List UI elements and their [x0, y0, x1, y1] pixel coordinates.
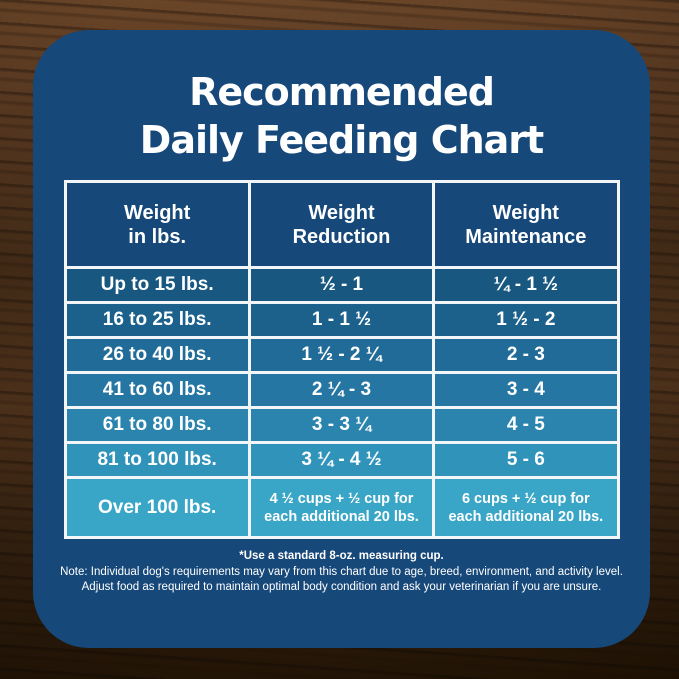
- table-row: 16 to 25 lbs. 1 - 1 ½ 1 ½ - 2: [63, 301, 620, 339]
- chart-title: Recommended Daily Feeding Chart: [33, 68, 650, 164]
- weight-reduction-cell: 3 - 3 ¼: [247, 406, 436, 444]
- column-header-reduction-line1: Weight: [308, 201, 375, 224]
- maintenance-line2: each additional 20 lbs.: [448, 508, 604, 525]
- weight-reduction-cell: 1 - 1 ½: [247, 301, 436, 339]
- reduction-line2: each additional 20 lbs.: [264, 508, 419, 525]
- feeding-table: Weight in lbs. Weight Reduction Weight M…: [63, 180, 620, 539]
- column-header-weight-line1: Weight: [124, 201, 191, 224]
- weight-reduction-cell: 1 ½ - 2 ¼: [247, 336, 436, 374]
- column-header-reduction-line2: Reduction: [292, 225, 391, 248]
- weight-maintenance-cell: 3 - 4: [432, 371, 620, 409]
- table-row: 26 to 40 lbs. 1 ½ - 2 ¼ 2 - 3: [63, 336, 620, 374]
- weight-range-cell: Up to 15 lbs.: [63, 266, 251, 304]
- maintenance-line1: 6 cups + ½ cup for: [461, 490, 590, 507]
- column-header-reduction: Weight Reduction: [247, 180, 436, 269]
- table-row: Over 100 lbs. 4 ½ cups + ½ cup for each …: [63, 476, 620, 539]
- measuring-cup-note: *Use a standard 8-oz. measuring cup.: [239, 550, 444, 562]
- disclaimer-line2: Adjust food as required to maintain opti…: [81, 581, 602, 593]
- weight-reduction-cell: 2 ¼ - 3: [247, 371, 436, 409]
- weight-reduction-cell: 4 ½ cups + ½ cup for each additional 20 …: [247, 476, 436, 539]
- weight-reduction-cell: ½ - 1: [247, 266, 436, 304]
- weight-maintenance-cell: 2 - 3: [432, 336, 620, 374]
- reduction-line1: 4 ½ cups + ½ cup for: [269, 490, 414, 507]
- chart-title-line2: Daily Feeding Chart: [139, 118, 544, 162]
- table-header-row: Weight in lbs. Weight Reduction Weight M…: [63, 180, 620, 269]
- column-header-weight-line2: in lbs.: [128, 225, 187, 248]
- column-header-weight: Weight in lbs.: [63, 180, 251, 269]
- weight-range-cell: 16 to 25 lbs.: [63, 301, 251, 339]
- footnotes: *Use a standard 8-oz. measuring cup. Not…: [33, 549, 650, 595]
- weight-range-cell: 81 to 100 lbs.: [63, 441, 251, 479]
- weight-maintenance-cell: 6 cups + ½ cup for each additional 20 lb…: [432, 476, 620, 539]
- table-row: 61 to 80 lbs. 3 - 3 ¼ 4 - 5: [63, 406, 620, 444]
- weight-range-cell: 41 to 60 lbs.: [63, 371, 251, 409]
- table-row: Up to 15 lbs. ½ - 1 ¼ - 1 ½: [63, 266, 620, 304]
- weight-reduction-cell: 3 ¼ - 4 ½: [247, 441, 436, 479]
- weight-range-cell: 61 to 80 lbs.: [63, 406, 251, 444]
- weight-maintenance-cell: 1 ½ - 2: [432, 301, 620, 339]
- chart-title-line1: Recommended: [189, 70, 495, 114]
- weight-range-cell: 26 to 40 lbs.: [63, 336, 251, 374]
- column-header-maintenance: Weight Maintenance: [432, 180, 620, 269]
- weight-maintenance-cell: 5 - 6: [432, 441, 620, 479]
- column-header-maintenance-line2: Maintenance: [465, 225, 587, 248]
- weight-range-cell: Over 100 lbs.: [63, 476, 251, 539]
- weight-maintenance-cell: ¼ - 1 ½: [432, 266, 620, 304]
- disclaimer-line1: Note: Individual dog's requirements may …: [60, 566, 623, 578]
- weight-maintenance-cell: 4 - 5: [432, 406, 620, 444]
- table-row: 41 to 60 lbs. 2 ¼ - 3 3 - 4: [63, 371, 620, 409]
- table-row: 81 to 100 lbs. 3 ¼ - 4 ½ 5 - 6: [63, 441, 620, 479]
- column-header-maintenance-line1: Weight: [492, 201, 559, 224]
- feeding-chart-card: Recommended Daily Feeding Chart Weight i…: [33, 30, 650, 648]
